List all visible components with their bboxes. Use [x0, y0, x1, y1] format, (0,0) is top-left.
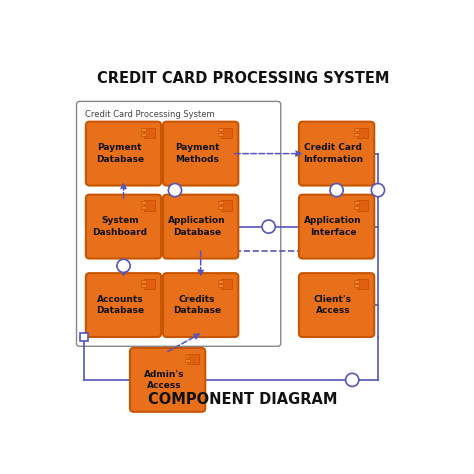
FancyBboxPatch shape [144, 201, 155, 211]
FancyBboxPatch shape [218, 206, 223, 209]
FancyBboxPatch shape [141, 133, 146, 136]
FancyBboxPatch shape [86, 195, 161, 258]
FancyBboxPatch shape [221, 201, 232, 211]
Text: Client's
Access: Client's Access [314, 295, 352, 315]
Text: System
Dashboard: System Dashboard [92, 216, 147, 237]
FancyBboxPatch shape [299, 122, 374, 185]
Circle shape [330, 183, 343, 197]
FancyBboxPatch shape [163, 273, 238, 337]
FancyBboxPatch shape [141, 284, 146, 287]
Text: Admin's
Access: Admin's Access [144, 370, 184, 390]
Text: COMPONENT DIAGRAM: COMPONENT DIAGRAM [148, 392, 337, 407]
FancyBboxPatch shape [354, 284, 359, 287]
FancyBboxPatch shape [356, 279, 368, 289]
FancyBboxPatch shape [130, 348, 205, 412]
Text: Credit Card
Information: Credit Card Information [303, 143, 363, 164]
FancyBboxPatch shape [144, 128, 155, 138]
Circle shape [168, 183, 182, 197]
Circle shape [346, 374, 359, 386]
FancyBboxPatch shape [356, 128, 368, 138]
FancyBboxPatch shape [299, 195, 374, 258]
FancyBboxPatch shape [141, 201, 146, 204]
FancyBboxPatch shape [218, 280, 223, 283]
FancyBboxPatch shape [86, 273, 161, 337]
FancyBboxPatch shape [354, 133, 359, 136]
FancyBboxPatch shape [354, 206, 359, 209]
Text: Credit Card Processing System: Credit Card Processing System [85, 110, 215, 119]
FancyBboxPatch shape [221, 128, 232, 138]
FancyBboxPatch shape [356, 201, 368, 211]
Text: Payment
Database: Payment Database [96, 143, 144, 164]
FancyBboxPatch shape [188, 354, 199, 364]
FancyBboxPatch shape [354, 201, 359, 204]
Circle shape [371, 183, 384, 197]
FancyBboxPatch shape [144, 279, 155, 289]
Text: Payment
Methods: Payment Methods [175, 143, 219, 164]
FancyBboxPatch shape [221, 279, 232, 289]
Text: Application
Database: Application Database [168, 216, 226, 237]
FancyBboxPatch shape [141, 128, 146, 131]
FancyBboxPatch shape [354, 128, 359, 131]
Text: Accounts
Database: Accounts Database [96, 295, 144, 315]
FancyBboxPatch shape [163, 122, 238, 185]
Text: Credits
Database: Credits Database [173, 295, 221, 315]
FancyBboxPatch shape [141, 206, 146, 209]
FancyBboxPatch shape [218, 284, 223, 287]
FancyBboxPatch shape [218, 133, 223, 136]
Circle shape [117, 259, 130, 273]
FancyBboxPatch shape [141, 280, 146, 283]
FancyBboxPatch shape [299, 273, 374, 337]
FancyBboxPatch shape [354, 280, 359, 283]
Text: Application
Interface: Application Interface [304, 216, 362, 237]
FancyBboxPatch shape [218, 128, 223, 131]
Circle shape [262, 220, 275, 233]
Bar [80, 333, 88, 341]
FancyBboxPatch shape [185, 355, 190, 357]
FancyBboxPatch shape [218, 201, 223, 204]
FancyBboxPatch shape [185, 359, 190, 362]
Text: CREDIT CARD PROCESSING SYSTEM: CREDIT CARD PROCESSING SYSTEM [97, 72, 389, 86]
FancyBboxPatch shape [86, 122, 161, 185]
FancyBboxPatch shape [163, 195, 238, 258]
